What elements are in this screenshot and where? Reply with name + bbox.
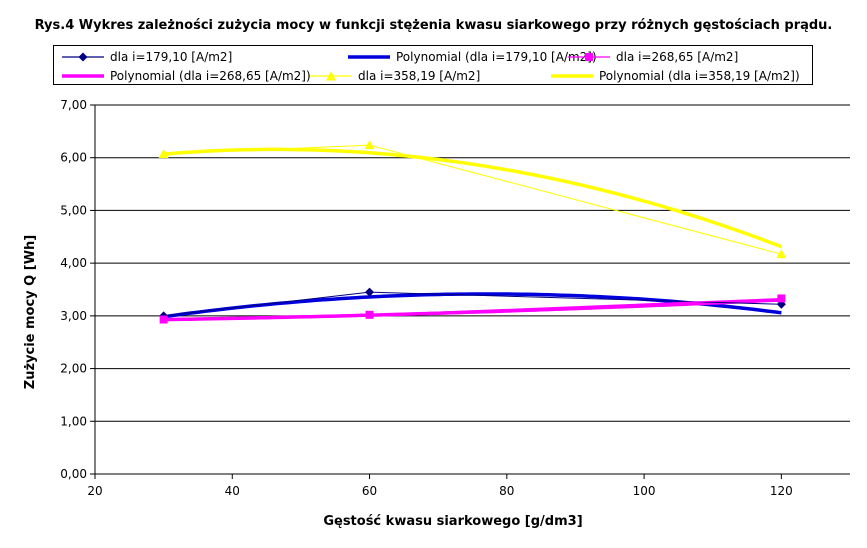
x-tick-label: 20: [87, 484, 102, 498]
y-tick-label: 0,00: [60, 467, 87, 481]
grid-lines: [95, 104, 850, 422]
y-tick-label: 7,00: [60, 98, 87, 112]
x-tick-label: 120: [770, 484, 793, 498]
trend-lines: [163, 147, 783, 322]
x-tick-label: 80: [499, 484, 514, 498]
tick-labels: 0,00 1,00 2,00 3,00 4,00 5,00 6,00 7,00 20 40 60 80…: [60, 98, 793, 498]
data-point-square: [777, 294, 786, 303]
y-tick-label: 1,00: [60, 414, 87, 428]
data-point-triangle: [364, 140, 375, 150]
data-point-triangle: [158, 149, 169, 159]
trend-line-series-1: [163, 298, 782, 322]
x-tick-label: 100: [633, 484, 656, 498]
legend: dla i=179,10 [A/m2] Polynomial (dla i=17…: [53, 45, 813, 85]
trend-line-series-0: [163, 292, 782, 319]
y-tick-label: 2,00: [60, 362, 87, 376]
legend-swatch-268-data: [568, 53, 610, 61]
legend-label: Polynomial (dla i=268,65 [A/m2]): [110, 69, 311, 83]
legend-item-268-polynomial: Polynomial (dla i=268,65 [A/m2]): [60, 67, 311, 85]
trend-line-series-2: [163, 147, 783, 249]
legend-label: dla i=179,10 [A/m2]: [110, 50, 233, 64]
legend-label: dla i=268,65 [A/m2]: [616, 50, 739, 64]
chart-title: Rys.4 Wykres zależności zużycia mocy w f…: [34, 18, 833, 33]
y-tick-label: 6,00: [60, 151, 87, 165]
y-tick-label: 3,00: [60, 309, 87, 323]
legend-label: Polynomial (dla i=179,10 [A/m2]): [396, 50, 597, 64]
legend-item-358-polynomial: Polynomial (dla i=358,19 [A/m2]): [549, 67, 800, 85]
legend-item-358-data: dla i=358,19 [A/m2]: [308, 67, 480, 85]
data-series: [158, 140, 787, 324]
legend-swatch-179-polynomial: [348, 55, 390, 59]
series-line-2: [163, 144, 782, 255]
y-tick-label: 5,00: [60, 203, 87, 217]
y-tick-label: 4,00: [60, 256, 87, 270]
legend-item-268-data: dla i=268,65 [A/m2]: [566, 48, 738, 66]
x-tick-label: 60: [362, 484, 377, 498]
x-axis-title: Gęstość kwasu siarkowego [g/dm3]: [323, 514, 582, 529]
legend-label: dla i=358,19 [A/m2]: [358, 69, 481, 83]
data-point-square: [365, 310, 374, 319]
data-point-square: [159, 315, 168, 324]
legend-swatch-358-data: [310, 71, 352, 81]
data-point-diamond: [365, 287, 375, 297]
legend-swatch-268-polynomial: [62, 74, 104, 78]
axes: [90, 104, 850, 479]
y-axis-title: Zużycie mocy Q [Wh]: [23, 235, 38, 389]
legend-swatch-358-polynomial: [551, 74, 593, 78]
x-tick-label: 40: [225, 484, 240, 498]
legend-item-179-data: dla i=179,10 [A/m2]: [60, 48, 232, 66]
legend-item-179-polynomial: Polynomial (dla i=179,10 [A/m2]): [346, 48, 597, 66]
legend-label: Polynomial (dla i=358,19 [A/m2]): [599, 69, 800, 83]
data-point-triangle: [776, 249, 787, 259]
legend-swatch-179-data: [62, 52, 104, 62]
